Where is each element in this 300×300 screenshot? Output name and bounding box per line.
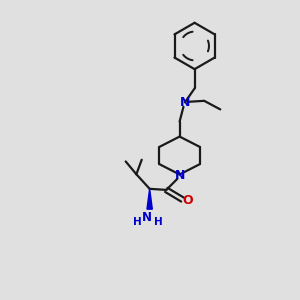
Text: N: N	[142, 211, 152, 224]
Text: N: N	[174, 169, 185, 182]
Text: H: H	[154, 217, 162, 226]
Text: N: N	[180, 96, 190, 109]
Text: H: H	[133, 217, 142, 226]
Polygon shape	[147, 189, 152, 209]
Text: O: O	[182, 194, 193, 207]
